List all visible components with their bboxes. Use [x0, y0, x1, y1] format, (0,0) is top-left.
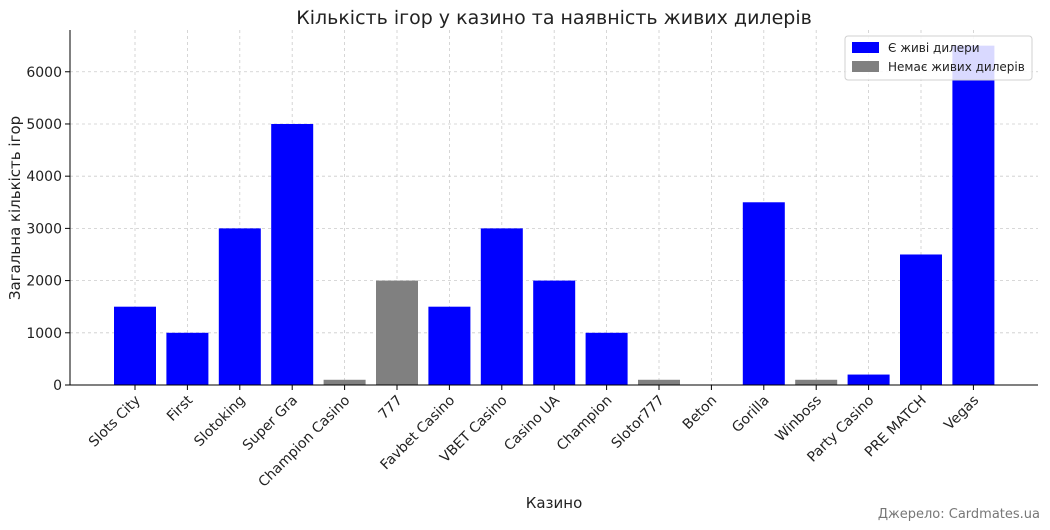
legend-label-live: Є живі дилери: [888, 41, 980, 55]
x-tick-label: Gorilla: [729, 393, 772, 436]
bar-pre-match: [900, 254, 942, 385]
y-tick-label: 1000: [26, 326, 62, 342]
bar-gorilla: [742, 202, 785, 385]
legend-box: [844, 35, 1033, 81]
bar-slots-city: [114, 306, 156, 385]
legend: Є живі дилери Немає живих дилерів: [844, 35, 1033, 81]
bar-winboss: [795, 379, 838, 385]
bar-party-casino: [847, 374, 890, 385]
bar-favbet-casino: [428, 306, 471, 385]
bar-casino-ua: [533, 280, 576, 385]
x-tick-label: Slots City: [86, 393, 144, 451]
bars: [114, 45, 995, 386]
y-tick-label: 0: [53, 378, 62, 394]
bar-slotoking: [218, 228, 261, 385]
x-axis-label: Казино: [526, 494, 583, 512]
y-tick-label: 5000: [26, 117, 62, 133]
x-tick-label: Vegas: [941, 393, 982, 434]
x-tick-label: Slotor777: [609, 393, 668, 452]
y-tick-label: 3000: [26, 221, 62, 237]
bar-777: [376, 280, 418, 385]
axes: [65, 30, 1038, 390]
legend-swatch-no-live: [852, 61, 879, 72]
x-tick-label: Champion: [554, 393, 616, 455]
legend-swatch-live: [852, 42, 879, 53]
y-tick-labels: 0 1000 2000 3000 4000 5000 6000: [26, 65, 62, 394]
x-tick-label: Champion Casino: [255, 393, 353, 491]
x-tick-label: Beton: [680, 393, 720, 433]
source-note: Джерело: Cardmates.ua: [877, 507, 1040, 522]
bar-vegas: [952, 45, 995, 385]
y-tick-label: 6000: [26, 65, 62, 81]
y-tick-label: 4000: [26, 169, 62, 185]
x-tick-label: 777: [376, 393, 406, 423]
y-tick-label: 2000: [26, 274, 62, 290]
legend-label-no-live: Немає живих дилерів: [888, 60, 1025, 74]
x-tick-label: Casino UA: [501, 392, 563, 454]
y-axis-label: Загальна кількість ігор: [6, 116, 24, 300]
bar-champion-casino: [323, 379, 366, 385]
x-tick-label: Winboss: [772, 393, 825, 446]
bar-super-gra: [271, 123, 314, 386]
bar-champion: [585, 332, 628, 385]
bar-vbet-casino: [480, 228, 523, 385]
chart-title: Кількість ігор у казино та наявність жив…: [296, 7, 812, 29]
x-tick-label: First: [164, 392, 197, 425]
bar-slotor777: [638, 379, 680, 385]
bar-first: [166, 332, 209, 385]
